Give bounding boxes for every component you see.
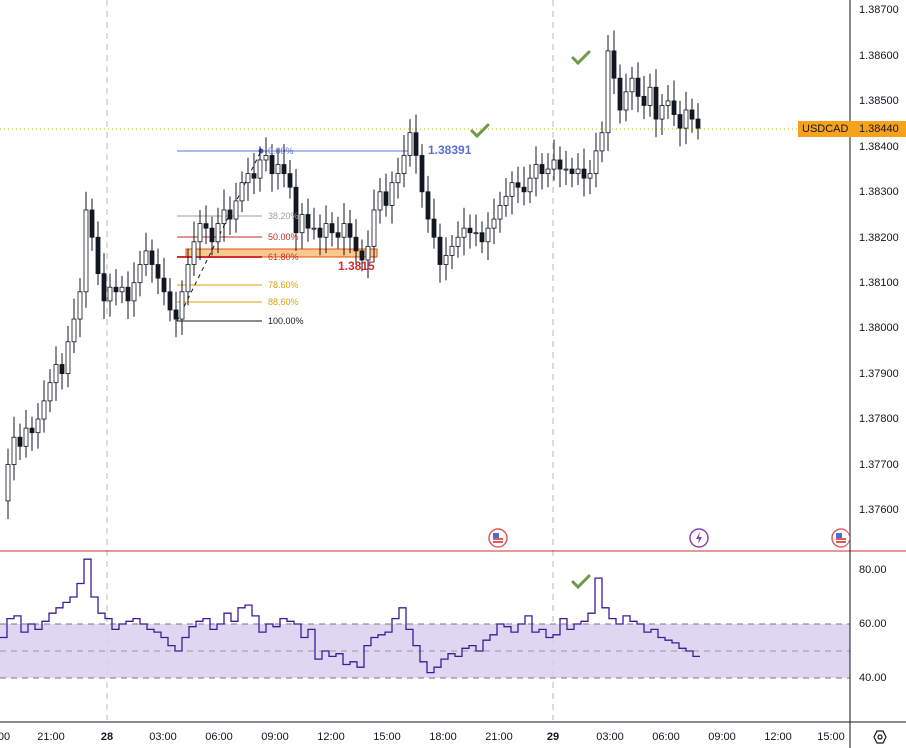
rsi-tick-label: 60.00 (859, 618, 887, 630)
swing-high-price-label: 1.38391 (428, 143, 472, 157)
candlestick-series (5, 30, 701, 520)
time-tick-label: 15:00 (373, 731, 401, 743)
checkmarks (470, 50, 591, 590)
fib-level-label: 0.00% (268, 146, 294, 156)
time-tick-label: 15:00 (817, 731, 845, 743)
zone-price-label: 1.3815 (338, 259, 375, 273)
fib-level-label: 38.20% (268, 211, 299, 221)
price-tick-label: 1.37700 (859, 459, 899, 471)
rsi-tick-label: 40.00 (859, 672, 887, 684)
lightning-event-icon[interactable] (689, 528, 709, 548)
time-tick-label: 03:00 (149, 731, 177, 743)
time-tick-label: 21:00 (37, 731, 65, 743)
price-tick-label: 1.38300 (859, 186, 899, 198)
time-tick-label: 06:00 (205, 731, 233, 743)
time-tick-label: 21:00 (485, 731, 513, 743)
fib-level-label: 78.60% (268, 280, 299, 290)
time-tick-label: 00 (0, 731, 11, 743)
time-tick-label: 12:00 (764, 731, 792, 743)
fib-level-label: 61.80% (268, 252, 299, 262)
chart-settings-button[interactable] (868, 728, 892, 746)
time-tick-label: 09:00 (708, 731, 736, 743)
price-tick-label: 1.38600 (859, 50, 899, 62)
price-tick-label: 1.37900 (859, 368, 899, 380)
fib-level-label: 100.00% (268, 316, 304, 326)
price-tick-label: 1.38200 (859, 232, 899, 244)
fib-level-label: 88.60% (268, 297, 299, 307)
time-tick-label: 18:00 (429, 731, 457, 743)
time-tick-label: 06:00 (652, 731, 680, 743)
checkmark-icon (571, 574, 591, 590)
price-tick-label: 1.38400 (859, 141, 899, 153)
rsi-tick-label: 80.00 (859, 564, 887, 576)
time-tick-label: 12:00 (317, 731, 345, 743)
price-tick-label: 1.38000 (859, 322, 899, 334)
symbol-badge: USDCAD (798, 121, 853, 137)
price-tick-label: 1.37600 (859, 504, 899, 516)
fib-level-label: 50.00% (268, 232, 299, 242)
price-tick-label: 1.38500 (859, 95, 899, 107)
time-tick-label: 29 (546, 731, 560, 743)
checkmark-icon (470, 123, 490, 139)
us-flag-event-icon[interactable] (831, 528, 850, 548)
rsi-line (0, 558, 700, 674)
price-tick-label: 1.38700 (859, 4, 899, 16)
time-tick-label: 03:00 (596, 731, 624, 743)
hexagon-settings-icon (873, 730, 887, 744)
checkmark-icon (571, 50, 591, 66)
price-tick-label: 1.37800 (859, 413, 899, 425)
time-tick-label: 09:00 (261, 731, 289, 743)
last-price-badge: 1.38440 (850, 121, 906, 137)
us-flag-event-icon[interactable] (488, 528, 508, 548)
price-tick-label: 1.38100 (859, 277, 899, 289)
time-tick-label: 28 (100, 731, 114, 743)
